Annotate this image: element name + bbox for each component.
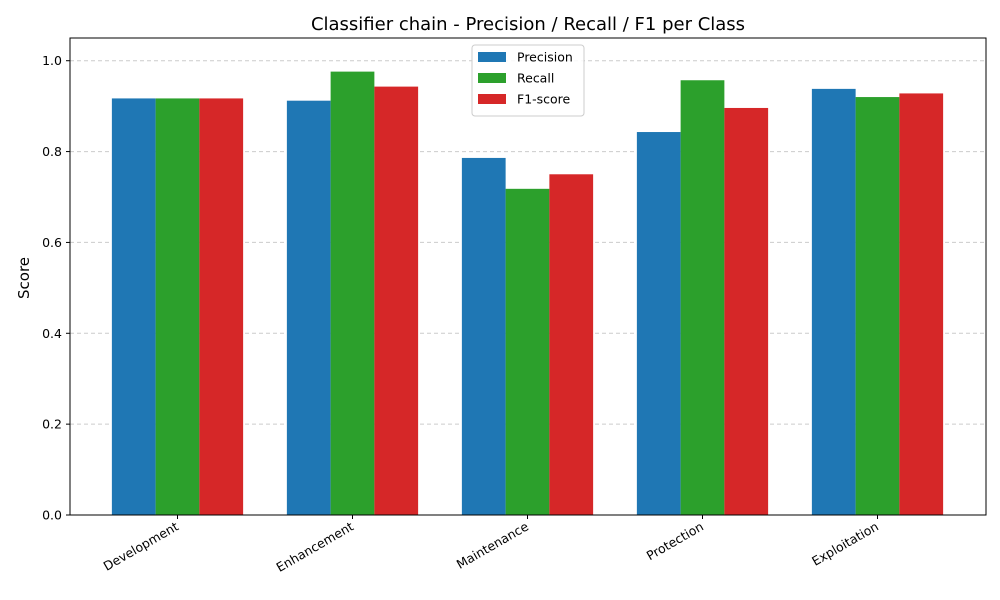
bar-precision-protection <box>636 132 681 515</box>
legend-swatch <box>478 94 506 104</box>
y-tick-label: 1.0 <box>42 53 62 68</box>
y-tick-label: 0.4 <box>42 326 62 341</box>
bar-f1-score-enhancement <box>374 86 419 515</box>
y-axis-ticks: 0.0 0.2 0.4 0.6 0.8 1.0 <box>42 53 70 523</box>
legend-label: F1-score <box>517 92 571 107</box>
legend-swatch <box>478 52 506 62</box>
bar-f1-score-maintenance <box>549 174 594 516</box>
bar-precision-exploitation <box>811 88 856 515</box>
bar-recall-enhancement <box>330 71 375 516</box>
bar-precision-enhancement <box>286 100 331 515</box>
x-tick-label: Maintenance <box>454 518 531 571</box>
bar-recall-development <box>155 98 200 516</box>
y-tick-label: 0.0 <box>42 508 62 523</box>
y-tick-label: 0.8 <box>42 144 62 159</box>
legend-swatch <box>478 73 506 83</box>
legend: Precision Recall F1-score <box>471 44 585 117</box>
legend-label: Recall <box>517 71 554 86</box>
bar-precision-maintenance <box>461 157 506 515</box>
x-tick-label: Enhancement <box>274 519 357 575</box>
bar-recall-exploitation <box>855 97 900 516</box>
bar-f1-score-development <box>199 98 244 516</box>
bar-f1-score-exploitation <box>899 93 944 516</box>
bar-recall-protection <box>680 80 725 516</box>
y-tick-label: 0.6 <box>42 235 62 250</box>
y-axis-label: Score <box>15 257 33 299</box>
x-tick-label: Protection <box>644 519 706 564</box>
bar-precision-development <box>111 98 156 516</box>
y-tick-label: 0.2 <box>42 417 62 432</box>
bar-recall-maintenance <box>505 188 550 515</box>
x-tick-label: Development <box>101 519 181 574</box>
legend-label: Precision <box>517 50 573 65</box>
x-tick-label: Exploitation <box>809 519 881 569</box>
x-axis-ticks: Development Enhancement Maintenance Protect… <box>101 515 881 575</box>
bars <box>111 71 944 516</box>
bar-f1-score-protection <box>724 107 769 516</box>
chart-title: Classifier chain - Precision / Recall / … <box>311 14 745 35</box>
